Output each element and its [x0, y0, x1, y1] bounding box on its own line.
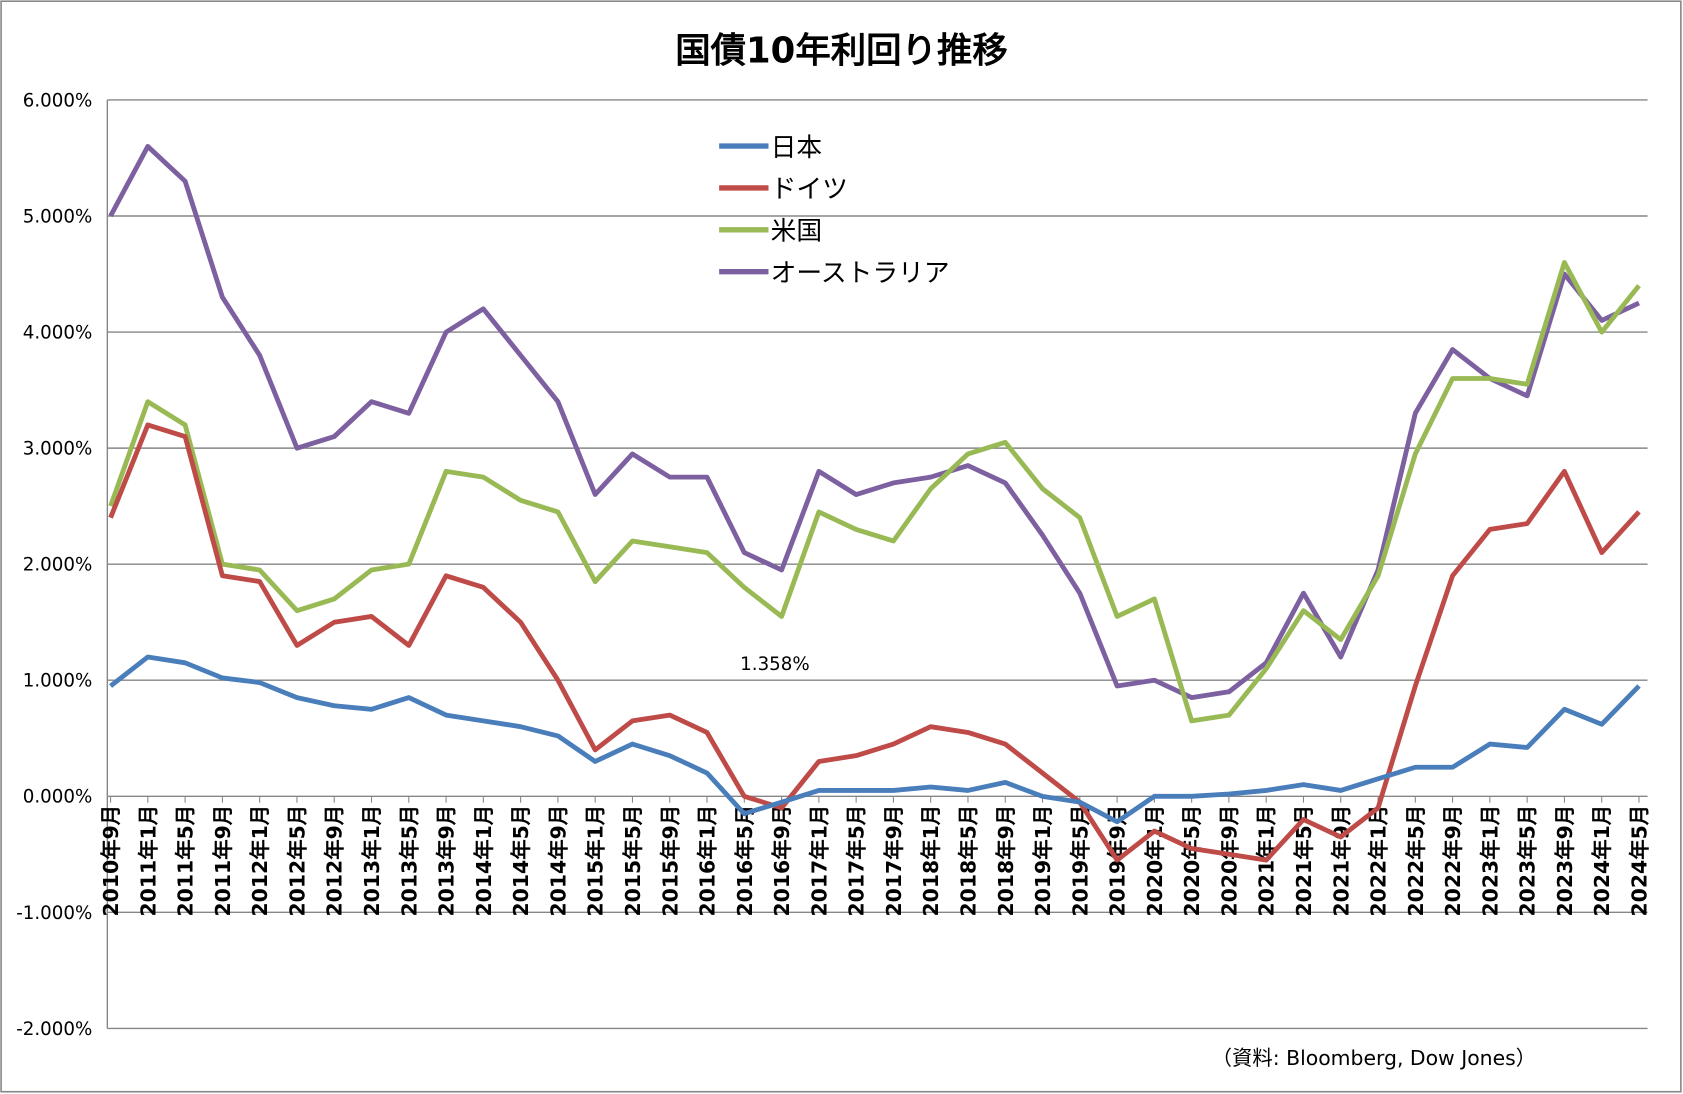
x-tick-label: 2023年1月	[1478, 805, 1502, 917]
x-tick-label: 2011年5月	[174, 805, 198, 917]
legend-label: ドイツ	[771, 175, 848, 205]
x-tick-label: 2012年9月	[323, 805, 347, 917]
series-line	[108, 422, 1641, 863]
x-tick-label: 2024年1月	[1590, 805, 1614, 917]
x-tick-label: 2020年5月	[1180, 805, 1204, 917]
x-tick-label: 2012年5月	[285, 805, 309, 917]
legend-label: 米国	[771, 216, 823, 246]
x-tick-label: 2016年9月	[770, 805, 794, 917]
x-tick-label: 2017年9月	[882, 805, 906, 917]
annotation: 1.358%	[740, 654, 810, 675]
x-tick-label: 2014年5月	[509, 805, 533, 917]
x-tick-label: 2011年1月	[136, 805, 160, 917]
x-tick-label: 2010年9月	[99, 805, 123, 917]
x-tick-label: 2014年9月	[546, 805, 570, 917]
y-tick-label: 3.000%	[23, 439, 93, 460]
x-tick-label: 2012年1月	[248, 805, 272, 917]
x-tick-label: 2014年1月	[472, 805, 496, 917]
legend-label: オーストラリア	[771, 258, 950, 288]
x-tick-label: 2016年1月	[696, 805, 720, 917]
x-tick-label: 2019年1月	[1031, 805, 1055, 917]
y-tick-label: -1.000%	[16, 903, 92, 924]
x-tick-label: 2020年9月	[1217, 805, 1241, 917]
x-tick-label: 2013年9月	[435, 805, 459, 917]
x-tick-label: 2015年9月	[658, 805, 682, 917]
x-tick-label: 2016年5月	[733, 805, 757, 917]
x-tick-label: 2020年1月	[1143, 805, 1167, 917]
y-tick-label: 1.000%	[23, 671, 93, 692]
x-tick-label: 2015年1月	[584, 805, 608, 917]
series-line	[108, 260, 1641, 724]
y-tick-label: 2.000%	[23, 555, 93, 576]
x-tick-label: 2011年9月	[211, 805, 235, 917]
y-tick-label: -2.000%	[16, 1019, 92, 1040]
x-tick-label: 2018年1月	[919, 805, 943, 917]
source-note: （資料: Bloomberg, Dow Jones）	[1212, 1046, 1536, 1070]
x-tick-label: 2022年9月	[1441, 805, 1465, 917]
x-tick-label: 2023年9月	[1553, 805, 1577, 917]
x-tick-label: 2019年5月	[1068, 805, 1092, 917]
x-tick-label: 2017年5月	[845, 805, 869, 917]
y-tick-label: 0.000%	[23, 787, 93, 808]
y-tick-label: 6.000%	[23, 90, 93, 111]
x-tick-label: 2018年5月	[956, 805, 980, 917]
x-tick-label: 2022年5月	[1404, 805, 1428, 917]
x-tick-label: 2013年1月	[360, 805, 384, 917]
chart-title: 国債10年利回り推移	[675, 30, 1008, 71]
y-tick-label: 5.000%	[23, 206, 93, 227]
x-tick-label: 2018年9月	[994, 805, 1018, 917]
x-tick-label: 2024年5月	[1628, 805, 1652, 917]
x-tick-label: 2021年9月	[1329, 805, 1353, 917]
series-line	[108, 144, 1641, 701]
x-tick-label: 2013年5月	[397, 805, 421, 917]
x-tick-label: 2017年1月	[807, 805, 831, 917]
y-tick-label: 4.000%	[23, 323, 93, 344]
legend-label: 日本	[771, 133, 823, 163]
series-line	[109, 654, 1641, 825]
x-tick-label: 2022年1月	[1367, 805, 1391, 917]
x-tick-label: 2023年5月	[1516, 805, 1540, 917]
x-tick-label: 2015年5月	[621, 805, 645, 917]
